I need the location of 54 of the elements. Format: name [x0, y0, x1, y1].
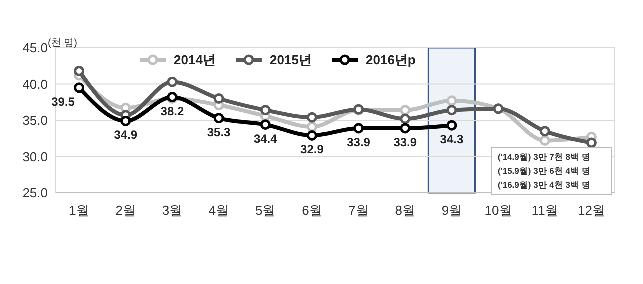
x-tick-label: 12월 [578, 203, 606, 218]
point [400, 105, 411, 116]
annotation: ('16.9월) 3만 4천 3백 명 [498, 180, 591, 190]
y-tick-label: 40.0 [22, 76, 48, 92]
data-label: 34.3 [440, 132, 464, 147]
legend-label: 2015년 [270, 52, 312, 68]
x-tick-label: 11월 [532, 203, 558, 218]
x-tick-label: 8월 [395, 203, 416, 218]
data-label: 34.9 [114, 128, 138, 142]
point [74, 66, 85, 76]
data-label: 35.3 [207, 125, 232, 140]
legend-label: 2016년p [366, 52, 416, 68]
point [214, 113, 224, 124]
point [260, 120, 271, 130]
data-label: 34.4 [254, 132, 278, 146]
y-tick-label: 25.0 [22, 186, 48, 201]
point [260, 105, 271, 116]
x-tick-label: 9월 [442, 203, 462, 218]
x-tick-label: 10월 [484, 203, 512, 218]
point [540, 126, 550, 137]
x-tick-label: 3월 [162, 203, 183, 218]
data-label: 33.9 [394, 135, 418, 150]
annotation: ('14.9월) 3만 7천 8백 명 [498, 152, 591, 162]
x-tick-label: 4월 [208, 203, 230, 218]
y-axis-title: (천 명) [48, 38, 78, 49]
point [354, 123, 364, 134]
point [540, 136, 550, 146]
point [306, 122, 318, 132]
data-label: 39.5 [52, 94, 76, 109]
data-label: 32.9 [300, 142, 324, 157]
point [400, 123, 411, 134]
point [446, 105, 458, 116]
x-tick-label: 7월 [348, 203, 369, 218]
point [400, 114, 411, 124]
y-tick-label: 30.0 [22, 149, 48, 164]
point [446, 120, 458, 131]
x-tick-label: 2월 [116, 203, 136, 218]
point [306, 130, 318, 141]
x-tick-label: 5월 [256, 203, 276, 218]
point [120, 116, 132, 126]
y-tick-label: 35.0 [22, 113, 48, 128]
data-label: 38.2 [160, 104, 184, 118]
point [167, 76, 178, 88]
x-tick-label: 1월 [69, 203, 90, 218]
point [214, 94, 224, 104]
point [306, 112, 318, 123]
x-tick-label: 6월 [302, 203, 322, 218]
annotation: ('15.9월) 3만 6천 4백 명 [498, 166, 591, 176]
y-tick-label: 45.0 [22, 40, 48, 56]
point [586, 138, 597, 148]
point [74, 82, 85, 94]
data-label: 33.9 [347, 135, 371, 150]
point [446, 96, 458, 106]
legend-label: 2014년 [174, 52, 216, 68]
